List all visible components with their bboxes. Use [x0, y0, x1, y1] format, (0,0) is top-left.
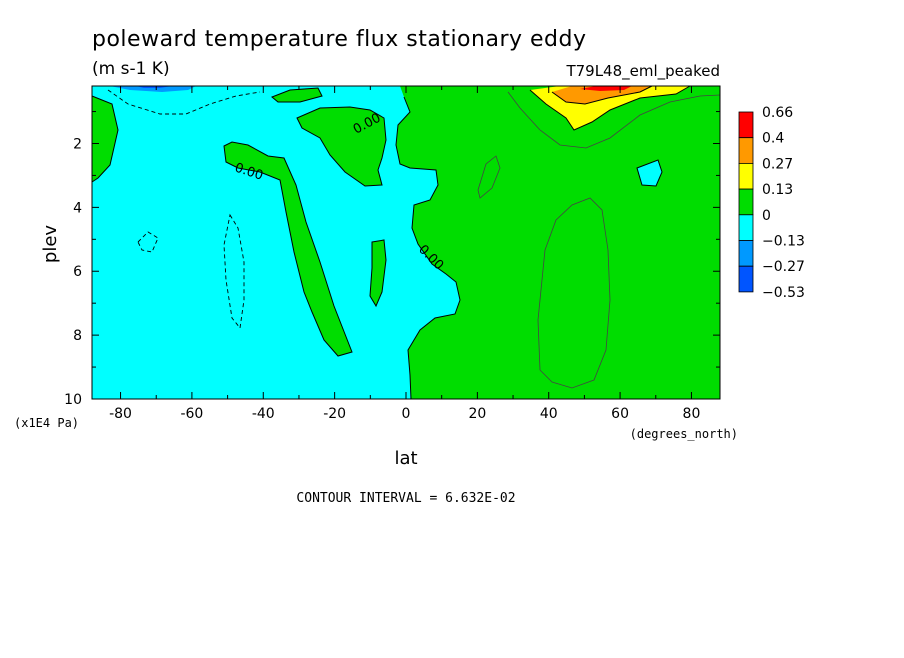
contour-zero-small	[369, 239, 387, 308]
colorbar-swatch	[738, 214, 754, 241]
x-tick-label: -80	[109, 406, 132, 422]
region-red	[580, 86, 632, 91]
contour-zero-blob	[296, 106, 387, 187]
x-tick-label: 80	[683, 406, 701, 422]
region-blue-top	[110, 86, 196, 92]
contour-interval-label: CONTOUR INTERVAL = 6.632E-02	[296, 491, 515, 506]
chart-title: poleward temperature flux stationary edd…	[92, 27, 587, 52]
x-axis: -80 -60 -40 -20 0 20 40 60 80	[109, 86, 700, 422]
region-positive-top-1	[272, 88, 322, 102]
contour-positive-oval	[537, 197, 611, 389]
colorbar-label: −0.27	[762, 259, 805, 275]
contour-negative-top	[107, 89, 261, 115]
y-axis: 2 4 6 8 10	[64, 111, 720, 408]
y-tick-label: 6	[73, 264, 82, 280]
y-axis-label: plev	[40, 225, 61, 264]
contour-zero-top	[271, 87, 323, 103]
colorbar-swatch	[738, 265, 754, 293]
y-tick-label: 10	[64, 392, 82, 408]
positive-contours	[477, 91, 721, 389]
colorbar-label: 0.66	[762, 105, 793, 121]
region-positive-nh	[396, 86, 720, 399]
x-tick-label: 0	[402, 406, 411, 422]
zero-contours	[91, 85, 691, 400]
colorbar-swatch	[738, 111, 754, 139]
run-name: T79L48_eml_peaked	[565, 62, 720, 81]
contour-negative-oval	[223, 213, 245, 330]
region-positive-blob-sh	[297, 107, 386, 186]
colorbar-swatch	[738, 188, 754, 216]
x-axis-units: (degrees_north)	[630, 427, 738, 441]
y-tick-label: 4	[73, 200, 82, 216]
colorbar: 0.66 0.4 0.27 0.13 0 −0.13 −0.27 −0.53	[738, 105, 805, 301]
x-tick-label: -40	[252, 406, 275, 422]
contour-zero-left	[91, 95, 119, 183]
contour-zero-hole	[636, 159, 663, 187]
chart-units: (m s-1 K)	[92, 59, 170, 79]
contour-zero-streak	[223, 141, 353, 357]
contour-positive-small	[477, 155, 501, 199]
colorbar-swatch	[738, 240, 754, 267]
colorbar-label: 0.27	[762, 156, 793, 172]
x-tick-label: -20	[323, 406, 346, 422]
negative-contours	[107, 89, 261, 330]
contour-positive-top	[507, 91, 721, 149]
colorbar-label: 0.4	[762, 131, 784, 147]
colorbar-label: 0.13	[762, 182, 793, 198]
region-positive-left-edge	[92, 96, 118, 182]
colorbar-swatch	[738, 137, 754, 164]
contour-orange	[551, 85, 653, 105]
x-tick-label: -60	[180, 406, 203, 422]
plot-area: 0.00 0.00 0.00	[91, 85, 721, 400]
x-tick-label: 40	[540, 406, 558, 422]
region-negative-hole	[637, 160, 662, 186]
contour-zero-nh	[395, 96, 461, 400]
x-axis-label: lat	[394, 448, 417, 469]
contour-negative-small	[137, 231, 159, 253]
y-tick-label: 8	[73, 328, 82, 344]
colorbar-label: 0	[762, 208, 771, 224]
x-tick-label: 20	[468, 406, 486, 422]
region-orange	[552, 86, 652, 104]
contour-yellow	[529, 85, 691, 131]
colorbar-label: −0.13	[762, 234, 805, 250]
colorbar-label: −0.53	[762, 285, 805, 301]
y-tick-label: 2	[73, 136, 82, 152]
colorbar-swatch	[738, 162, 754, 190]
y-axis-units: (x1E4 Pa)	[14, 416, 79, 430]
x-tick-label: 60	[611, 406, 629, 422]
region-positive-streak	[224, 142, 352, 356]
